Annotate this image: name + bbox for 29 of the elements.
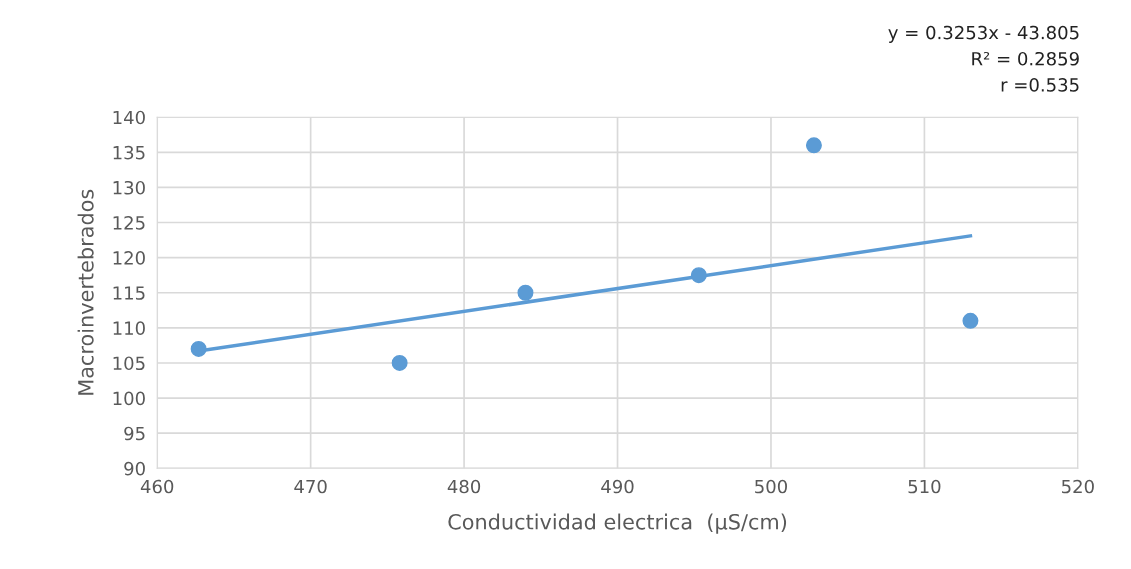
point [962,312,979,329]
y-tick-label: 120 [113,251,145,265]
x-tick-label: 490 [601,479,634,494]
x-tick-label: 470 [294,479,327,494]
point [517,284,534,301]
text: R² = 0.2859 [972,51,1079,66]
y-tick-label: 100 [113,391,145,406]
point [690,267,707,284]
y-tick-label: 135 [113,145,145,160]
y-tick-label: 130 [113,180,145,195]
point [391,354,408,371]
y-tick-label: 105 [113,356,145,371]
x-tick-label: 460 [140,479,174,494]
x-tick-label: 520 [1062,479,1094,494]
x-tick-label: 480 [447,479,481,494]
y-tick-label: 95 [124,426,145,441]
y-tick-label: 115 [113,286,145,300]
x-axis-title: Conductividad electrica (µS/cm) [448,513,787,534]
y-tick-label: 90 [124,461,145,476]
point [190,340,207,357]
x-tick-label: 510 [908,479,941,494]
y-axis-title: Macroinvertebrados [77,189,94,395]
y-tick-label: 125 [113,215,145,230]
x-tick-label: 500 [755,479,787,494]
point [805,137,822,154]
text: r =0.535 [1001,78,1079,92]
y-tick-label: 140 [113,110,145,125]
text: y = 0.3253x - 43.805 [888,25,1079,43]
y-tick-label: 110 [113,321,145,335]
